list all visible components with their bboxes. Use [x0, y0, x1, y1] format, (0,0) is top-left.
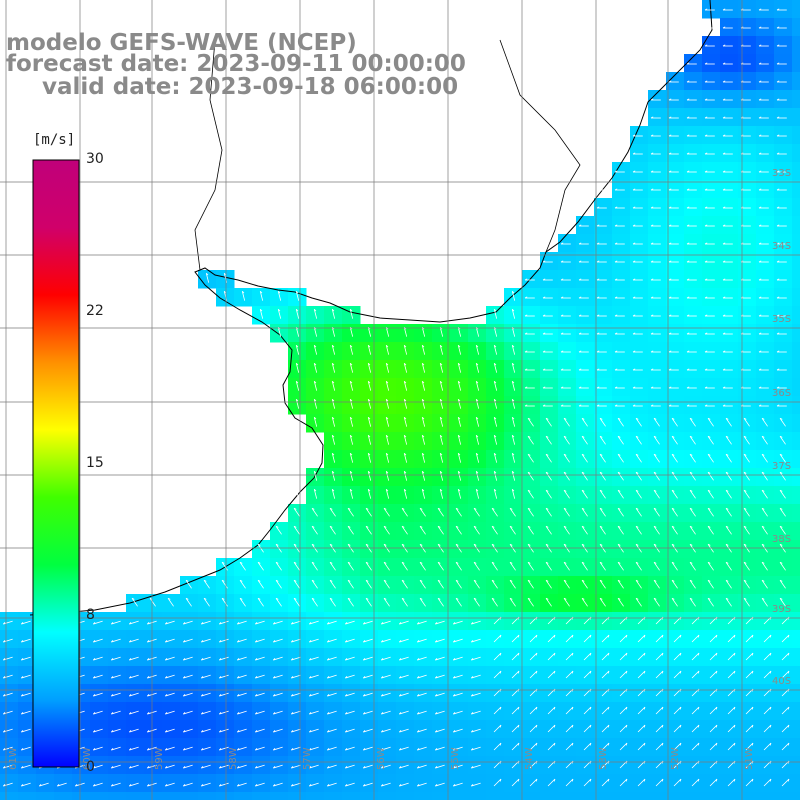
map-title-forecast-date: forecast date: 2023-09-11 00:00:00 — [6, 51, 466, 77]
longitude-label: 57W — [302, 747, 313, 770]
wind-direction-arrows — [3, 8, 790, 787]
latitude-label: 40S — [772, 676, 791, 687]
grid-labels: 33S 34S 35S 36S 37S 38S 39S 40S 61W 60W 59W 58W 57W 5… — [8, 168, 791, 770]
latitude-label: 35S — [772, 314, 791, 325]
latitude-label: 33S — [772, 168, 791, 179]
longitude-label: 51W — [744, 747, 755, 770]
longitude-label: 55W — [450, 747, 461, 770]
longitude-label: 60W — [82, 747, 93, 770]
colorbar-tick-label: 15 — [86, 455, 104, 471]
longitude-label: 54W — [524, 747, 535, 770]
longitude-label: 61W — [8, 747, 19, 770]
map-title-model: modelo GEFS-WAVE (NCEP) — [6, 30, 357, 56]
latitude-label: 38S — [772, 534, 791, 545]
latitude-label: 39S — [772, 604, 791, 615]
colorbar-tick-label: 22 — [86, 303, 104, 319]
coastline — [29, 0, 713, 616]
longitude-label: 58W — [228, 747, 239, 770]
longitude-label: 52W — [670, 747, 681, 770]
latitude-label: 34S — [772, 241, 791, 252]
colorbar-gradient — [32, 159, 80, 768]
longitude-label: 56W — [376, 747, 387, 770]
colorbar-tick-label: 0 — [86, 759, 95, 775]
latitude-label: 37S — [772, 461, 791, 472]
colorbar — [32, 159, 80, 768]
longitude-label: 59W — [154, 747, 165, 770]
colorbar-tick-label: 8 — [86, 607, 95, 623]
longitude-label: 53W — [598, 747, 609, 770]
latitude-label: 36S — [772, 388, 791, 399]
colorbar-unit-label: [m/s] — [33, 132, 76, 148]
map-title-valid-date: valid date: 2023-09-18 06:00:00 — [42, 74, 459, 100]
colorbar-tick-label: 30 — [86, 151, 104, 167]
